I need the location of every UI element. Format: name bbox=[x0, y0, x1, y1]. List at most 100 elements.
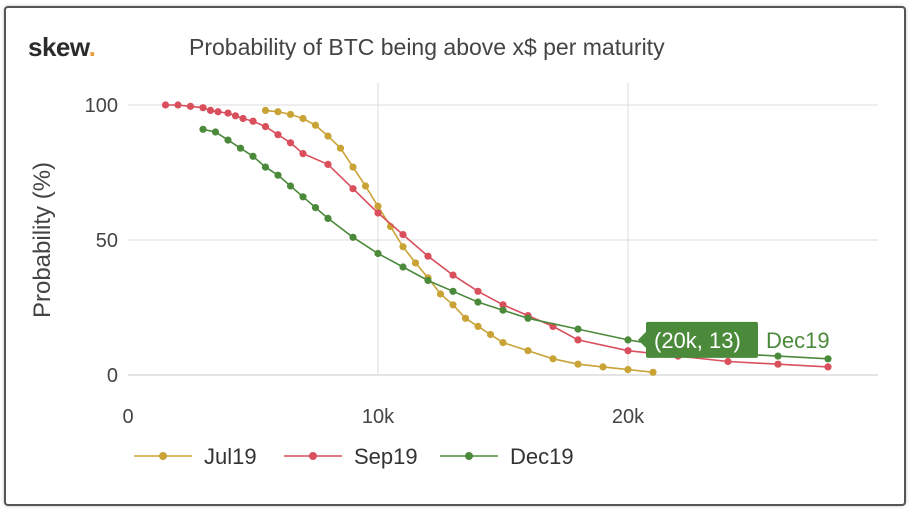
data-point-sep19 bbox=[261, 123, 270, 131]
data-point-sep19 bbox=[349, 185, 357, 193]
data-point-sep19 bbox=[249, 117, 257, 125]
data-point-dec19 bbox=[399, 263, 407, 271]
legend-swatch-dot bbox=[309, 452, 317, 460]
data-point-sep19 bbox=[206, 106, 215, 114]
x-tick-label: 10k bbox=[362, 406, 395, 428]
data-point-dec19 bbox=[211, 128, 220, 136]
chart-card: skew. Probability of BTC being above x$ … bbox=[4, 6, 906, 506]
chart-title: Probability of BTC being above x$ per ma… bbox=[189, 34, 665, 60]
tooltip-series-name: Dec19 bbox=[766, 328, 830, 353]
data-point-jul19 bbox=[624, 366, 632, 374]
data-point-jul19 bbox=[349, 163, 357, 171]
data-point-jul19 bbox=[549, 355, 557, 363]
data-point-dec19 bbox=[774, 352, 782, 360]
data-point-dec19 bbox=[824, 355, 832, 363]
data-point-sep19 bbox=[474, 287, 482, 295]
data-point-jul19 bbox=[361, 182, 370, 190]
tooltip: (20k, 13) Dec19 bbox=[638, 321, 830, 358]
data-point-jul19 bbox=[324, 132, 332, 140]
data-point-sep19 bbox=[499, 301, 507, 309]
data-point-sep19 bbox=[624, 347, 632, 355]
y-axis-title: Probability (%) bbox=[29, 162, 56, 318]
data-point-sep19 bbox=[274, 131, 282, 139]
data-point-jul19 bbox=[474, 322, 482, 330]
data-point-dec19 bbox=[299, 193, 307, 201]
data-point-sep19 bbox=[239, 114, 247, 123]
data-point-dec19 bbox=[499, 306, 507, 314]
data-point-jul19 bbox=[574, 360, 582, 368]
tooltip-arrow bbox=[638, 331, 646, 348]
data-point-sep19 bbox=[774, 360, 782, 368]
data-point-jul19 bbox=[449, 301, 457, 309]
data-point-sep19 bbox=[449, 271, 457, 279]
data-point-sep19 bbox=[824, 363, 832, 371]
data-point-dec19 bbox=[236, 144, 245, 152]
axes: Probability (%) 0 50 100 0 10k 20k bbox=[29, 95, 645, 428]
data-point-dec19 bbox=[261, 163, 270, 171]
tooltip-value: (20k, 13) bbox=[654, 328, 741, 353]
data-point-dec19 bbox=[374, 249, 382, 258]
data-point-jul19 bbox=[311, 121, 320, 129]
data-point-jul19 bbox=[286, 110, 295, 119]
series-lines bbox=[161, 101, 832, 376]
data-point-dec19 bbox=[349, 233, 357, 241]
data-point-dec19 bbox=[224, 136, 232, 144]
data-point-jul19 bbox=[274, 108, 282, 116]
data-point-sep19 bbox=[174, 101, 182, 109]
data-point-sep19 bbox=[299, 150, 307, 158]
x-tick-label: 20k bbox=[612, 406, 645, 428]
data-point-dec19 bbox=[624, 336, 632, 344]
data-point-jul19 bbox=[299, 114, 307, 123]
data-point-sep19 bbox=[231, 112, 240, 120]
data-point-sep19 bbox=[374, 209, 382, 217]
data-point-jul19 bbox=[524, 347, 532, 355]
legend-swatch-dot bbox=[159, 452, 167, 460]
data-point-dec19 bbox=[274, 171, 282, 179]
data-point-sep19 bbox=[574, 336, 582, 344]
data-point-sep19 bbox=[199, 104, 207, 112]
y-tick-label: 100 bbox=[85, 95, 118, 117]
data-point-sep19 bbox=[186, 102, 195, 110]
grid bbox=[128, 83, 878, 376]
data-point-sep19 bbox=[724, 357, 732, 366]
x-tick-label: 0 bbox=[122, 406, 133, 428]
data-point-sep19 bbox=[286, 139, 295, 147]
skew-logo: skew. bbox=[28, 32, 96, 63]
data-point-jul19 bbox=[436, 290, 445, 298]
data-point-jul19 bbox=[399, 243, 407, 251]
data-point-jul19 bbox=[499, 339, 507, 347]
data-point-dec19 bbox=[474, 298, 482, 306]
data-point-jul19 bbox=[411, 259, 420, 267]
data-point-dec19 bbox=[424, 276, 432, 285]
legend-label-jul19: Jul19 bbox=[204, 444, 257, 469]
data-point-dec19 bbox=[286, 182, 295, 190]
data-point-dec19 bbox=[449, 287, 457, 295]
data-point-jul19 bbox=[261, 106, 270, 114]
data-point-sep19 bbox=[161, 101, 170, 109]
y-tick-label: 0 bbox=[107, 365, 118, 387]
data-point-jul19 bbox=[336, 144, 345, 152]
data-point-jul19 bbox=[599, 363, 607, 371]
data-point-dec19 bbox=[199, 125, 207, 133]
data-point-dec19 bbox=[524, 314, 532, 322]
data-point-dec19 bbox=[324, 214, 332, 222]
legend-label-dec19: Dec19 bbox=[510, 444, 574, 469]
logo-dot: . bbox=[88, 32, 96, 62]
data-point-jul19 bbox=[374, 202, 382, 210]
data-point-dec19 bbox=[249, 152, 257, 160]
data-point-sep19 bbox=[324, 160, 332, 168]
tooltip-box bbox=[646, 321, 758, 358]
logo-text: skew bbox=[28, 32, 89, 62]
legend-label-sep19: Sep19 bbox=[354, 444, 418, 469]
data-point-sep19 bbox=[399, 231, 407, 239]
data-point-sep19 bbox=[424, 252, 432, 260]
data-point-jul19 bbox=[461, 314, 470, 322]
data-point-dec19 bbox=[311, 204, 320, 212]
data-point-jul19 bbox=[486, 330, 495, 339]
legend-swatch-dot bbox=[465, 452, 473, 460]
data-point-jul19 bbox=[649, 368, 657, 376]
data-point-dec19 bbox=[574, 325, 582, 333]
data-point-sep19 bbox=[224, 109, 232, 117]
legend: Jul19 Sep19 Dec19 bbox=[134, 444, 574, 469]
